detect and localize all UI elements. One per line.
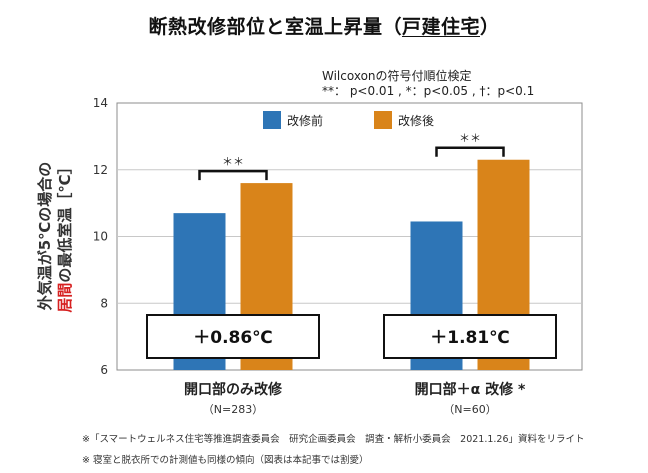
y-tick-label: 10 (93, 230, 108, 244)
chart-title-underlined: 戸建住宅 (401, 16, 480, 38)
increase-annotation-text: ＋0.86℃ (193, 328, 273, 348)
increase-annotation-text: ＋1.81℃ (430, 328, 510, 348)
legend-label-after: 改修後 (398, 113, 434, 128)
y-tick-label: 14 (93, 96, 108, 110)
y-axis-label-line2: 居間の最低室温［℃］ (56, 159, 74, 312)
increase-annotation-box (146, 314, 320, 359)
y-axis-label-line1: 外気温が5℃の場合の (36, 162, 54, 312)
y-tick-label: 6 (100, 363, 108, 377)
significance-bracket (198, 169, 268, 181)
increase-annotation-box (383, 314, 557, 359)
y-tick-label: 12 (93, 163, 108, 177)
y-tick-label: 8 (100, 296, 108, 310)
legend-label-before: 改修前 (287, 113, 323, 128)
significance-mark: ＊＊ (459, 132, 481, 145)
chart-title: 断熱改修部位と室温上昇量（戸建住宅） (0, 12, 648, 39)
x-category-sample-size: （N=60） (443, 403, 496, 416)
y-axis-label: 外気温が5℃の場合の 居間の最低室温［℃］ (36, 159, 74, 312)
chart-title-end: ） (480, 16, 500, 38)
y-axis-label-rest: の最低室温［℃］ (56, 159, 74, 282)
legend-swatch-before (263, 111, 281, 129)
stats-significance-legend: **： p<0.01 , *：p<0.05 , †：p<0.1 (322, 84, 535, 98)
y-axis-label-highlight: 居間 (56, 283, 74, 313)
significance-mark: ＊＊ (222, 155, 244, 168)
stats-test-name: Wilcoxonの符号付順位検定 (322, 69, 472, 83)
x-category-label: 開口部＋α 改修 * (415, 381, 526, 398)
footnote-source: ※「スマートウェルネス住宅等推進調査委員会 研究企画委員会 調査・解析小委員会 … (82, 434, 585, 445)
legend-swatch-after (374, 111, 392, 129)
footnote-note: ※ 寝室と脱衣所での計測値も同様の傾向（図表は本記事では割愛） (82, 455, 369, 466)
x-category-sample-size: （N=283） (203, 403, 263, 416)
chart-title-main: 断熱改修部位と室温上昇量（ (148, 16, 402, 38)
significance-bracket (435, 146, 505, 157)
x-category-label: 開口部のみ改修 (184, 381, 283, 398)
